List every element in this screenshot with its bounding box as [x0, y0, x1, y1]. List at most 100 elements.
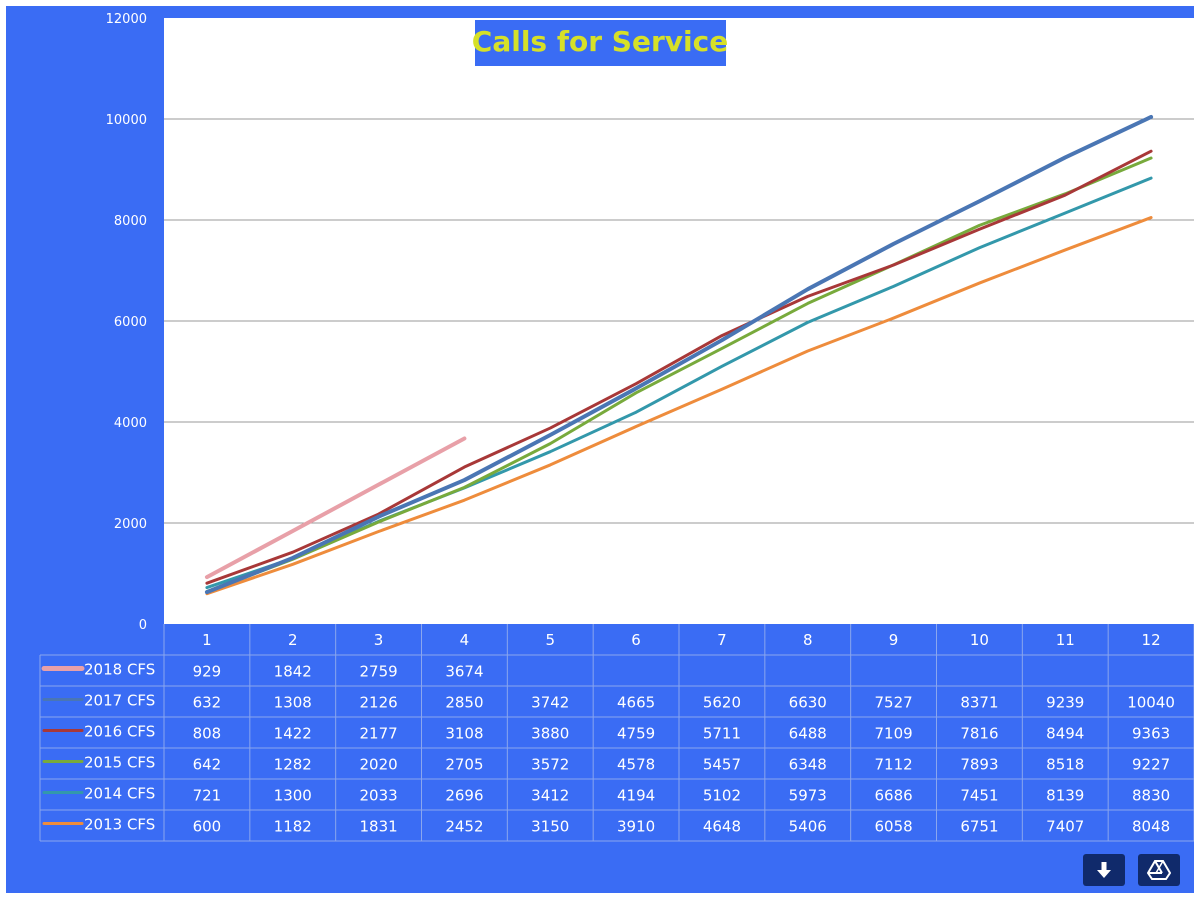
table-cell: 4578 [617, 756, 655, 774]
y-tick-label: 10000 [106, 113, 147, 128]
table-cell: 1300 [274, 787, 312, 805]
table-category-label: 4 [460, 631, 470, 649]
table-cell: 8139 [1046, 787, 1084, 805]
table-category-label: 5 [545, 631, 555, 649]
table-category-label: 3 [374, 631, 384, 649]
table-cell: 10040 [1127, 694, 1175, 712]
table-cell: 5620 [703, 694, 741, 712]
drive-triangle-icon [1147, 860, 1171, 880]
table-category-label: 7 [717, 631, 727, 649]
table-cell: 4665 [617, 694, 655, 712]
download-button[interactable] [1083, 854, 1125, 886]
table-cell: 808 [193, 725, 222, 743]
table-cell: 2850 [445, 694, 483, 712]
series-label: 2018 CFS [84, 661, 155, 679]
y-tick-label: 0 [139, 618, 147, 633]
table-cell: 3572 [531, 756, 569, 774]
drive-button[interactable] [1138, 854, 1180, 886]
table-category-label: 6 [631, 631, 641, 649]
table-cell: 7451 [960, 787, 998, 805]
table-cell: 632 [193, 694, 222, 712]
table-cell: 3880 [531, 725, 569, 743]
table-cell: 7109 [874, 725, 912, 743]
table-cell: 2696 [445, 787, 483, 805]
table-cell: 5973 [789, 787, 827, 805]
series-line [204, 114, 1154, 595]
table-category-label: 12 [1142, 631, 1161, 649]
table-cell: 9363 [1132, 725, 1170, 743]
y-tick-label: 12000 [106, 12, 147, 27]
table-cell: 3150 [531, 818, 569, 836]
table-cell: 7527 [874, 694, 912, 712]
table-category-label: 9 [889, 631, 899, 649]
table-cell: 7112 [874, 756, 912, 774]
table-cell: 600 [193, 818, 222, 836]
table-cell: 721 [193, 787, 222, 805]
table-category-label: 1 [202, 631, 212, 649]
table-cell: 642 [193, 756, 222, 774]
table-cell: 5457 [703, 756, 741, 774]
series-label: 2015 CFS [84, 754, 155, 772]
download-arrow-icon [1097, 862, 1111, 878]
table-category-label: 11 [1056, 631, 1075, 649]
table-cell: 1282 [274, 756, 312, 774]
table-category-label: 10 [970, 631, 989, 649]
table-cell: 1422 [274, 725, 312, 743]
table-cell: 3674 [445, 663, 483, 681]
table-cell: 6058 [874, 818, 912, 836]
table-cell: 2759 [359, 663, 397, 681]
gridlines [164, 118, 1194, 524]
series-line [205, 149, 1153, 585]
table-cell: 2705 [445, 756, 483, 774]
table-cell: 5102 [703, 787, 741, 805]
table-cell: 6751 [960, 818, 998, 836]
table-cell: 3742 [531, 694, 569, 712]
table-category-label: 8 [803, 631, 813, 649]
y-tick-label: 2000 [114, 517, 147, 532]
table-cell: 7407 [1046, 818, 1084, 836]
table-cell: 8048 [1132, 818, 1170, 836]
table-cell: 6686 [874, 787, 912, 805]
table-cell: 1831 [359, 818, 397, 836]
series-line [205, 156, 1153, 594]
table-category-label: 2 [288, 631, 298, 649]
table-cell: 3108 [445, 725, 483, 743]
table-cell: 9239 [1046, 694, 1084, 712]
y-tick-label: 8000 [114, 214, 147, 229]
table-cell: 2020 [359, 756, 397, 774]
table-cell: 5406 [789, 818, 827, 836]
series-line [204, 436, 467, 580]
table-cell: 7816 [960, 725, 998, 743]
table-cell: 2126 [359, 694, 397, 712]
table-cell: 6348 [789, 756, 827, 774]
table-cell: 929 [193, 663, 222, 681]
table-cell: 2033 [359, 787, 397, 805]
table-cell: 8494 [1046, 725, 1084, 743]
table-cell: 4759 [617, 725, 655, 743]
table-cell: 7893 [960, 756, 998, 774]
table-cell: 9227 [1132, 756, 1170, 774]
table-cell: 3412 [531, 787, 569, 805]
chart-title: Calls for Service [472, 25, 728, 58]
table-cell: 1182 [274, 818, 312, 836]
series-lines [204, 114, 1154, 596]
chart-title-box: Calls for Service [472, 20, 728, 66]
table-cell: 2177 [359, 725, 397, 743]
series-label: 2017 CFS [84, 692, 155, 710]
series-label: 2016 CFS [84, 723, 155, 741]
series-line [205, 216, 1153, 596]
table-cell: 8830 [1132, 787, 1170, 805]
table-cell: 8518 [1046, 756, 1084, 774]
table-cell: 1842 [274, 663, 312, 681]
table-cell: 6488 [789, 725, 827, 743]
table-cell: 5711 [703, 725, 741, 743]
table-cell: 2452 [445, 818, 483, 836]
table-cell: 3910 [617, 818, 655, 836]
table-cell: 8371 [960, 694, 998, 712]
table-cell: 6630 [789, 694, 827, 712]
table-cell: 4648 [703, 818, 741, 836]
series-label: 2013 CFS [84, 816, 155, 834]
y-tick-label: 6000 [114, 315, 147, 330]
